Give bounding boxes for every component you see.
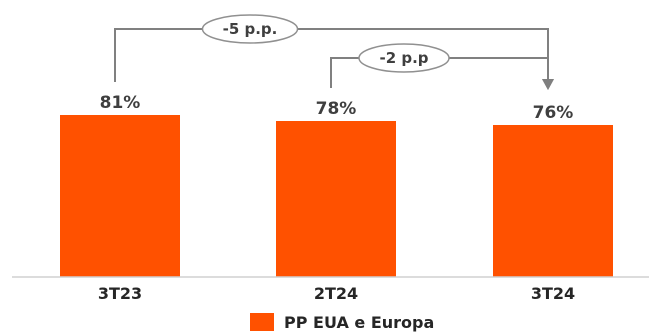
change-bracket-1 (114, 28, 549, 82)
tick-label-2T24: 2T24 (314, 284, 358, 303)
tick-label-3T23: 3T23 (98, 284, 142, 303)
change-bubble-2 (358, 43, 450, 73)
data-label-3T24: 76% (533, 103, 574, 123)
legend: PP EUA e Europa (250, 312, 434, 332)
bar-3T24 (493, 125, 613, 277)
data-label-3T23: 81% (100, 93, 141, 113)
data-label-2T24: 78% (316, 99, 357, 119)
legend-swatch (250, 313, 274, 331)
change-label-1: -5 p.p. (223, 20, 278, 38)
bar-3T23 (60, 115, 180, 277)
bar-2T24 (276, 121, 396, 277)
change-label-2: -2 p.p (379, 49, 428, 67)
change-bubble-1 (201, 14, 299, 44)
arrow-head-2 (542, 79, 554, 90)
tick-label-3T24: 3T24 (531, 284, 575, 303)
legend-label: PP EUA e Europa (284, 312, 435, 332)
